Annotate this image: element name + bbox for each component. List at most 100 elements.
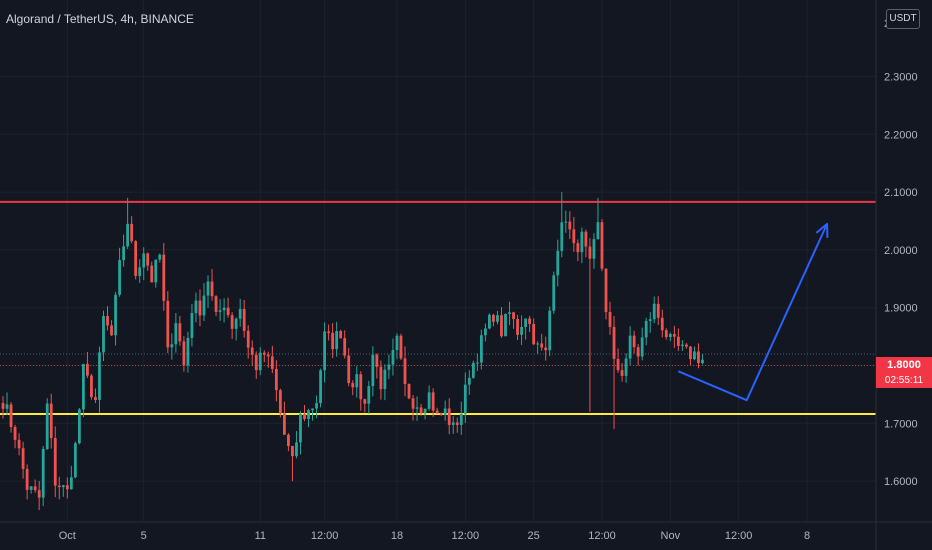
- candle: [295, 442, 298, 457]
- candle: [98, 352, 101, 400]
- candle: [604, 268, 608, 313]
- candle: [572, 229, 576, 244]
- candle: [122, 246, 125, 261]
- candle: [447, 408, 451, 425]
- candle: [668, 333, 672, 337]
- candle: [560, 222, 564, 251]
- candle: [182, 341, 186, 366]
- candle: [77, 409, 81, 444]
- candle: [29, 486, 33, 490]
- candle: [624, 358, 628, 376]
- candle: [443, 408, 447, 415]
- candle: [697, 351, 700, 364]
- candle: [612, 326, 616, 359]
- candle: [556, 250, 560, 276]
- candle: [150, 265, 154, 283]
- candle: [37, 490, 41, 498]
- candle: [331, 332, 335, 350]
- candle: [250, 347, 254, 355]
- candle: [25, 468, 29, 490]
- candle: [299, 413, 302, 443]
- candle: [114, 294, 117, 336]
- candle: [656, 303, 660, 318]
- candle: [65, 485, 69, 490]
- currency-badge[interactable]: USDT: [886, 9, 920, 29]
- time-tick-label: 12:00: [452, 530, 480, 542]
- candle: [455, 422, 459, 426]
- candle: [274, 368, 278, 391]
- candle: [214, 296, 218, 312]
- candle: [17, 439, 21, 449]
- price-tick-label: 1.6000: [884, 476, 918, 488]
- candle: [435, 410, 439, 414]
- candle: [218, 310, 222, 312]
- candle: [479, 335, 483, 363]
- candle: [174, 323, 178, 345]
- candle: [459, 413, 463, 426]
- candle: [238, 309, 242, 319]
- candle: [186, 337, 190, 366]
- candle: [580, 231, 584, 253]
- candle: [676, 336, 680, 346]
- candle: [73, 443, 77, 478]
- candle: [154, 259, 158, 283]
- candle: [178, 323, 182, 342]
- candle: [536, 343, 540, 345]
- price-tick-label: 2.2000: [884, 129, 918, 141]
- time-tick-label: 8: [804, 530, 810, 542]
- candle: [363, 399, 367, 404]
- candle: [13, 426, 17, 440]
- candle: [158, 254, 162, 260]
- candle: [258, 352, 262, 371]
- candle: [138, 267, 142, 276]
- candle: [254, 354, 258, 371]
- candle: [142, 253, 146, 268]
- candle: [616, 358, 620, 371]
- candle: [548, 310, 552, 351]
- candle: [488, 314, 491, 329]
- candle: [544, 347, 548, 351]
- candle: [640, 337, 644, 357]
- candle: [126, 223, 130, 247]
- candle: [198, 300, 202, 316]
- candle: [283, 413, 286, 435]
- candle: [371, 354, 375, 387]
- candle: [102, 315, 105, 353]
- candle: [496, 315, 499, 322]
- symbol-title[interactable]: Algorand / TetherUS, 4h, BINANCE: [6, 12, 194, 26]
- candle: [33, 486, 37, 491]
- candle: [307, 410, 310, 419]
- candle: [568, 221, 572, 230]
- candle: [600, 222, 604, 269]
- horizontal-levels: [0, 200, 876, 416]
- candle: [532, 323, 536, 345]
- candle: [552, 275, 556, 311]
- current-price-label: 1.8000: [876, 356, 932, 373]
- candle: [21, 448, 25, 469]
- price-tick-label: 2.3000: [884, 72, 918, 84]
- candle: [415, 407, 419, 409]
- candle: [399, 335, 403, 359]
- candle: [343, 338, 347, 356]
- candle: [431, 392, 435, 411]
- candle: [383, 369, 387, 390]
- candle: [45, 403, 49, 450]
- candle: [660, 317, 664, 331]
- candle: [471, 362, 475, 378]
- candle: [242, 309, 246, 331]
- candle: [492, 314, 495, 322]
- candle: [262, 352, 266, 355]
- candle: [620, 370, 624, 376]
- candle: [94, 397, 97, 400]
- candle: [90, 375, 93, 398]
- candle: [632, 335, 636, 348]
- candle: [564, 221, 568, 223]
- candle: [202, 295, 206, 316]
- candle: [367, 386, 371, 404]
- candle: [652, 303, 656, 320]
- candle: [162, 254, 166, 301]
- candle: [693, 351, 696, 360]
- time-tick-label: 12:00: [588, 530, 616, 542]
